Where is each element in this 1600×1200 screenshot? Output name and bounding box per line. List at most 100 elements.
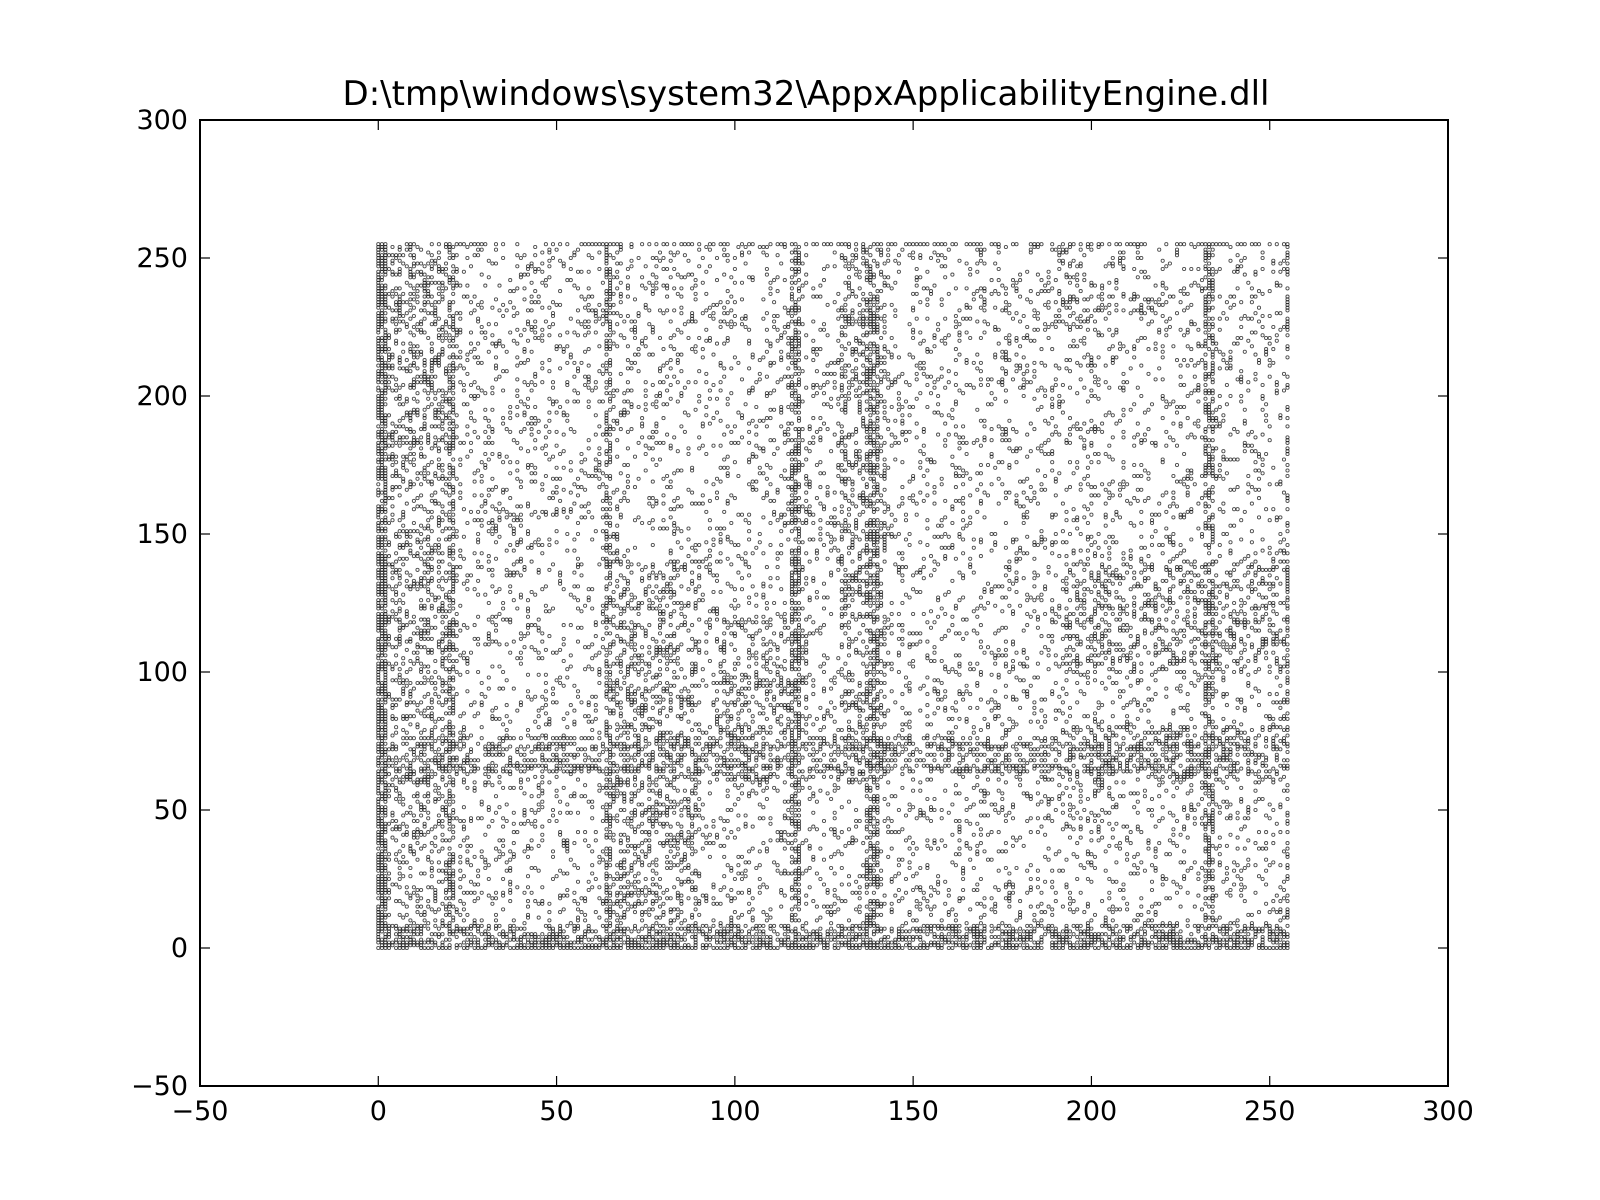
scatter-point xyxy=(394,454,399,459)
scatter-point xyxy=(397,849,402,854)
scatter-point xyxy=(386,335,392,341)
scatter-point xyxy=(401,755,406,760)
scatter-point xyxy=(379,832,384,837)
scatter-point xyxy=(394,796,399,802)
scatter-point xyxy=(386,876,392,882)
scatter-point xyxy=(383,722,388,727)
scatter-point xyxy=(379,399,384,404)
scatter-point xyxy=(383,377,388,382)
scatter-point xyxy=(383,592,388,597)
scatter-point xyxy=(397,885,402,890)
scatter-point xyxy=(390,810,395,815)
scatter-point xyxy=(379,322,384,327)
scatter-point xyxy=(397,777,402,782)
scatter-point xyxy=(401,874,406,879)
scatter-point xyxy=(379,454,384,459)
scatter-point xyxy=(390,714,395,719)
scatter-point xyxy=(386,385,392,390)
scatter-point xyxy=(383,302,388,307)
scatter-point xyxy=(397,418,402,423)
scatter-point xyxy=(383,708,388,713)
scatter-point xyxy=(383,838,388,843)
scatter-point xyxy=(401,901,406,906)
scatter-point xyxy=(397,573,402,578)
scatter-point xyxy=(390,777,395,782)
scatter-point xyxy=(376,722,381,727)
scatter-point xyxy=(383,741,388,746)
scatter-point xyxy=(383,658,388,664)
scatter-point xyxy=(379,308,384,313)
scatter-point xyxy=(383,418,388,423)
scatter-point xyxy=(394,703,399,708)
scatter-point xyxy=(390,667,395,672)
scatter-point xyxy=(376,758,381,763)
scatter-point xyxy=(383,736,388,741)
scatter-point xyxy=(394,761,399,766)
scatter-point xyxy=(397,791,402,796)
scatter-point xyxy=(397,824,402,829)
scatter-point xyxy=(397,581,402,586)
scatter-point xyxy=(390,363,395,368)
scatter-point xyxy=(394,600,399,606)
scatter-point xyxy=(379,427,384,432)
scatter-point xyxy=(383,548,388,553)
scatter-point xyxy=(383,515,388,520)
scatter-point xyxy=(394,377,399,382)
scatter-point xyxy=(383,526,388,531)
scatter-point xyxy=(379,910,384,915)
scatter-point xyxy=(397,899,402,904)
scatter-point xyxy=(386,661,392,666)
scatter-point xyxy=(376,523,381,528)
scatter-point xyxy=(394,661,399,666)
scatter-point xyxy=(390,443,395,448)
scatter-point xyxy=(390,269,395,274)
scatter-point xyxy=(390,289,395,294)
scatter-point xyxy=(394,838,399,843)
scatter-point xyxy=(379,703,384,708)
scatter-point xyxy=(394,592,399,597)
scatter-point xyxy=(383,921,388,926)
scatter-point xyxy=(383,473,388,479)
scatter-point xyxy=(383,465,388,470)
scatter-point xyxy=(383,487,388,492)
scatter-point xyxy=(379,606,384,611)
scatter-point xyxy=(386,871,392,876)
scatter-point xyxy=(390,741,395,746)
scatter-point xyxy=(383,609,388,614)
scatter-point xyxy=(394,429,399,434)
scatter-point xyxy=(376,385,381,390)
scatter-point xyxy=(394,852,399,857)
scatter-point xyxy=(401,843,406,848)
scatter-point xyxy=(379,777,384,782)
scatter-point xyxy=(376,482,381,487)
scatter-point xyxy=(383,827,388,832)
scatter-point xyxy=(397,266,402,272)
scatter-point xyxy=(383,689,388,694)
scatter-point xyxy=(397,639,402,644)
scatter-point xyxy=(383,451,388,457)
scatter-point xyxy=(390,258,395,263)
scatter-point xyxy=(379,432,384,437)
scatter-point xyxy=(401,854,406,859)
scatter-point xyxy=(379,275,384,280)
scatter-point xyxy=(386,634,392,639)
scatter-point xyxy=(390,562,395,567)
scatter-point xyxy=(401,821,406,826)
scatter-point xyxy=(376,377,381,382)
scatter-point xyxy=(383,344,388,349)
scatter-point xyxy=(394,857,399,862)
scatter-point xyxy=(401,937,406,942)
scatter-point xyxy=(383,653,388,658)
scatter-point xyxy=(383,556,388,561)
scatter-point xyxy=(397,473,402,479)
scatter-point xyxy=(379,929,384,934)
scatter-point xyxy=(383,534,388,539)
scatter-point xyxy=(383,501,388,506)
scatter-point xyxy=(386,554,392,559)
scatter-point xyxy=(394,818,399,824)
scatter-point xyxy=(386,413,392,418)
scatter-point xyxy=(383,578,388,583)
scatter-point xyxy=(397,258,402,263)
scatter-point xyxy=(394,725,399,730)
scatter-point xyxy=(383,327,388,332)
